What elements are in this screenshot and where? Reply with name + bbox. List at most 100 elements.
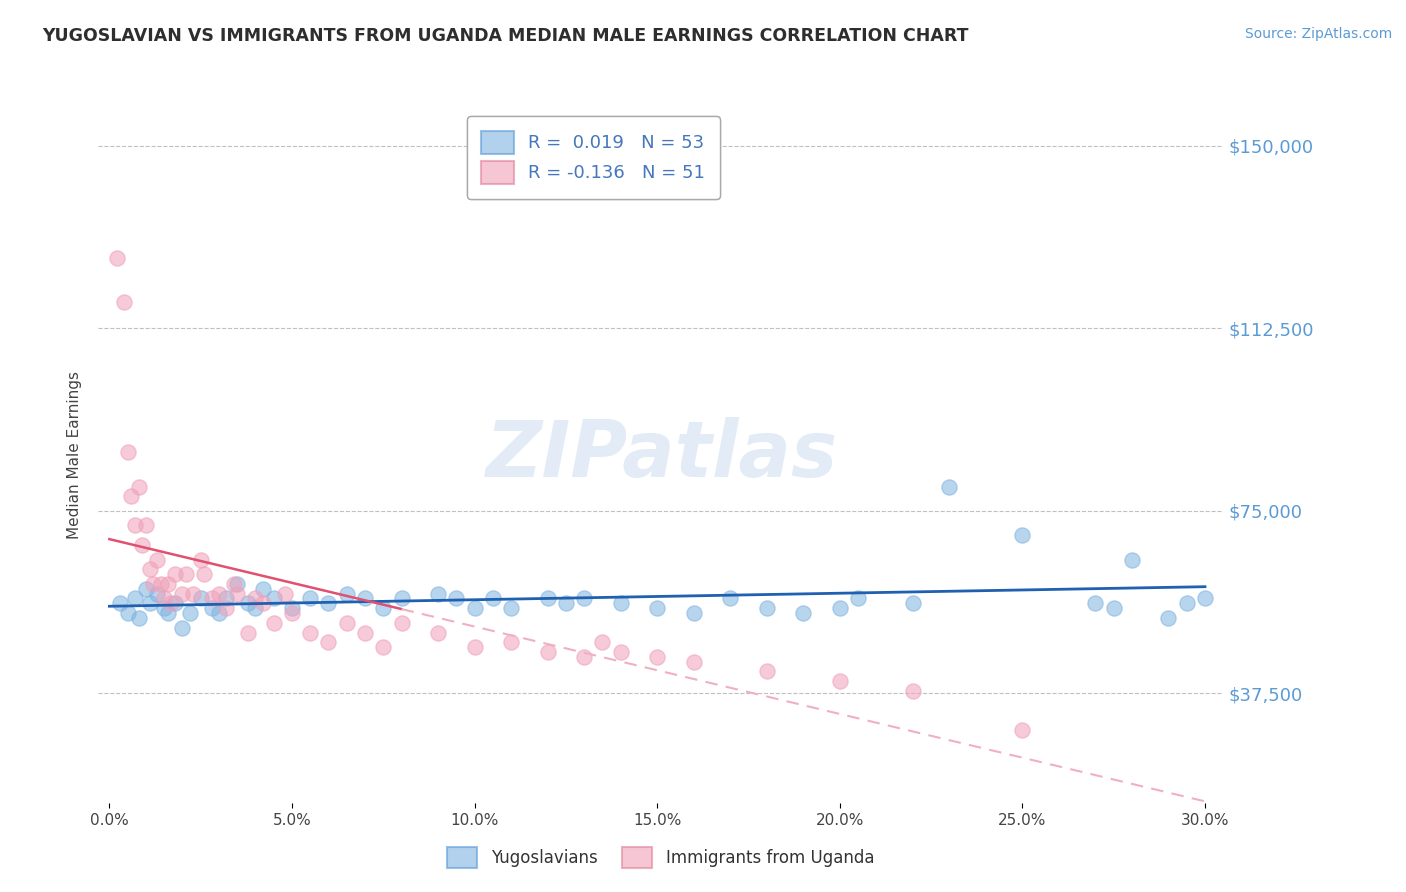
Point <box>131 538 153 552</box>
Point <box>117 606 139 620</box>
Point <box>1084 596 1107 610</box>
Point <box>201 591 224 606</box>
Point <box>201 601 224 615</box>
Point <box>142 577 165 591</box>
Point <box>273 586 295 600</box>
Point <box>172 621 194 635</box>
Point <box>105 251 128 265</box>
Point <box>318 596 340 610</box>
Point <box>299 591 322 606</box>
Point <box>336 586 359 600</box>
Point <box>591 635 613 649</box>
Point <box>501 635 523 649</box>
Point <box>165 567 187 582</box>
Point <box>1011 528 1033 542</box>
Point <box>464 640 486 654</box>
Point <box>112 294 135 309</box>
Point <box>828 601 851 615</box>
Point <box>263 591 285 606</box>
Text: Source: ZipAtlas.com: Source: ZipAtlas.com <box>1244 27 1392 41</box>
Point <box>336 615 359 630</box>
Point <box>183 586 205 600</box>
Point <box>609 596 631 610</box>
Point <box>156 577 179 591</box>
Point <box>1175 596 1198 610</box>
Point <box>299 625 322 640</box>
Point <box>120 489 142 503</box>
Legend: R =  0.019   N = 53, R = -0.136   N = 51: R = 0.019 N = 53, R = -0.136 N = 51 <box>467 116 720 199</box>
Point <box>1011 723 1033 737</box>
Point <box>190 552 212 566</box>
Point <box>226 586 249 600</box>
Point <box>149 577 172 591</box>
Point <box>427 586 450 600</box>
Point <box>146 586 169 600</box>
Point <box>153 601 176 615</box>
Point <box>124 591 146 606</box>
Point <box>263 615 285 630</box>
Point <box>572 591 595 606</box>
Point <box>153 591 176 606</box>
Point <box>124 518 146 533</box>
Point <box>391 591 413 606</box>
Point <box>128 611 150 625</box>
Point <box>138 596 160 610</box>
Point <box>718 591 741 606</box>
Point <box>135 582 157 596</box>
Point <box>755 665 778 679</box>
Point <box>135 518 157 533</box>
Point <box>373 640 395 654</box>
Point <box>572 649 595 664</box>
Point <box>236 625 259 640</box>
Point <box>172 586 194 600</box>
Point <box>464 601 486 615</box>
Point <box>215 601 238 615</box>
Point <box>354 625 377 640</box>
Point <box>354 591 377 606</box>
Point <box>146 552 169 566</box>
Point <box>901 684 924 698</box>
Point <box>222 577 245 591</box>
Point <box>682 655 704 669</box>
Point <box>792 606 814 620</box>
Point <box>156 606 179 620</box>
Point <box>427 625 450 640</box>
Point <box>110 596 132 610</box>
Point <box>1102 601 1125 615</box>
Point <box>846 591 869 606</box>
Point <box>190 591 212 606</box>
Point <box>828 674 851 689</box>
Point <box>245 601 267 615</box>
Point <box>208 586 231 600</box>
Point <box>252 596 274 610</box>
Point <box>391 615 413 630</box>
Y-axis label: Median Male Earnings: Median Male Earnings <box>67 371 83 539</box>
Point <box>1194 591 1216 606</box>
Legend: Yugoslavians, Immigrants from Uganda: Yugoslavians, Immigrants from Uganda <box>440 840 882 875</box>
Point <box>236 596 259 610</box>
Point <box>609 645 631 659</box>
Point <box>252 582 274 596</box>
Point <box>208 606 231 620</box>
Point <box>226 577 249 591</box>
Point <box>245 591 267 606</box>
Point <box>901 596 924 610</box>
Point <box>501 601 523 615</box>
Point <box>482 591 505 606</box>
Text: ZIPatlas: ZIPatlas <box>485 417 837 493</box>
Point <box>128 479 150 493</box>
Point <box>179 606 201 620</box>
Point <box>554 596 576 610</box>
Point <box>174 567 197 582</box>
Point <box>117 445 139 459</box>
Point <box>1121 552 1143 566</box>
Point <box>645 649 668 664</box>
Point <box>755 601 778 615</box>
Point <box>138 562 160 576</box>
Point <box>215 591 238 606</box>
Point <box>536 591 558 606</box>
Point <box>281 606 304 620</box>
Point <box>373 601 395 615</box>
Point <box>682 606 704 620</box>
Point <box>318 635 340 649</box>
